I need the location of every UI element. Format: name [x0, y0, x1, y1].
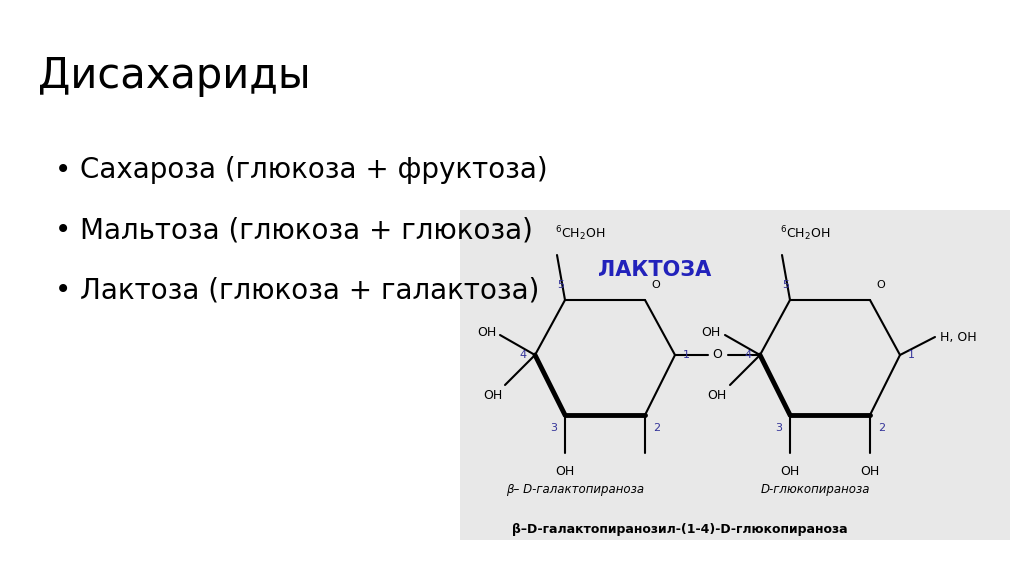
Text: O: O [876, 280, 885, 290]
Text: O: O [651, 280, 659, 290]
Text: 5: 5 [782, 280, 790, 290]
Text: $^6$CH$_2$OH: $^6$CH$_2$OH [555, 224, 605, 243]
FancyBboxPatch shape [460, 210, 1010, 540]
Text: 4: 4 [744, 350, 752, 360]
Text: 2: 2 [653, 423, 660, 433]
Text: 2: 2 [878, 423, 885, 433]
Text: OH: OH [555, 465, 574, 478]
Text: Сахароза (глюкоза + фруктоза): Сахароза (глюкоза + фруктоза) [80, 156, 548, 184]
Text: OH: OH [780, 465, 800, 478]
Text: ЛАКТОЗА: ЛАКТОЗА [598, 260, 712, 280]
Text: Лактоза (глюкоза + галактоза): Лактоза (глюкоза + галактоза) [80, 276, 540, 304]
Text: OH: OH [860, 465, 880, 478]
Text: 5: 5 [557, 280, 564, 290]
Text: Дисахариды: Дисахариды [38, 55, 310, 97]
Text: •: • [55, 216, 72, 244]
Text: 3: 3 [775, 423, 782, 433]
Text: •: • [55, 156, 72, 184]
Text: O: O [713, 348, 723, 362]
Text: $^6$CH$_2$OH: $^6$CH$_2$OH [780, 224, 830, 243]
Text: OH: OH [701, 327, 721, 339]
Text: OH: OH [708, 389, 727, 402]
Text: OH: OH [482, 389, 502, 402]
Text: 3: 3 [550, 423, 557, 433]
Text: •: • [55, 276, 72, 304]
Text: 4: 4 [520, 350, 527, 360]
Text: β– D-галактопираноза: β– D-галактопираноза [506, 483, 644, 497]
Text: 1: 1 [683, 350, 690, 360]
Text: OH: OH [477, 327, 496, 339]
Text: β–D-галактопиранозил-(1-4)-D-глюкопираноза: β–D-галактопиранозил-(1-4)-D-глюкопирано… [512, 523, 848, 537]
Text: D-глюкопираноза: D-глюкопираноза [760, 483, 869, 497]
Text: Мальтоза (глюкоза + глюкоза): Мальтоза (глюкоза + глюкоза) [80, 216, 532, 244]
Text: H, OH: H, OH [940, 331, 977, 343]
Text: 1: 1 [908, 350, 915, 360]
